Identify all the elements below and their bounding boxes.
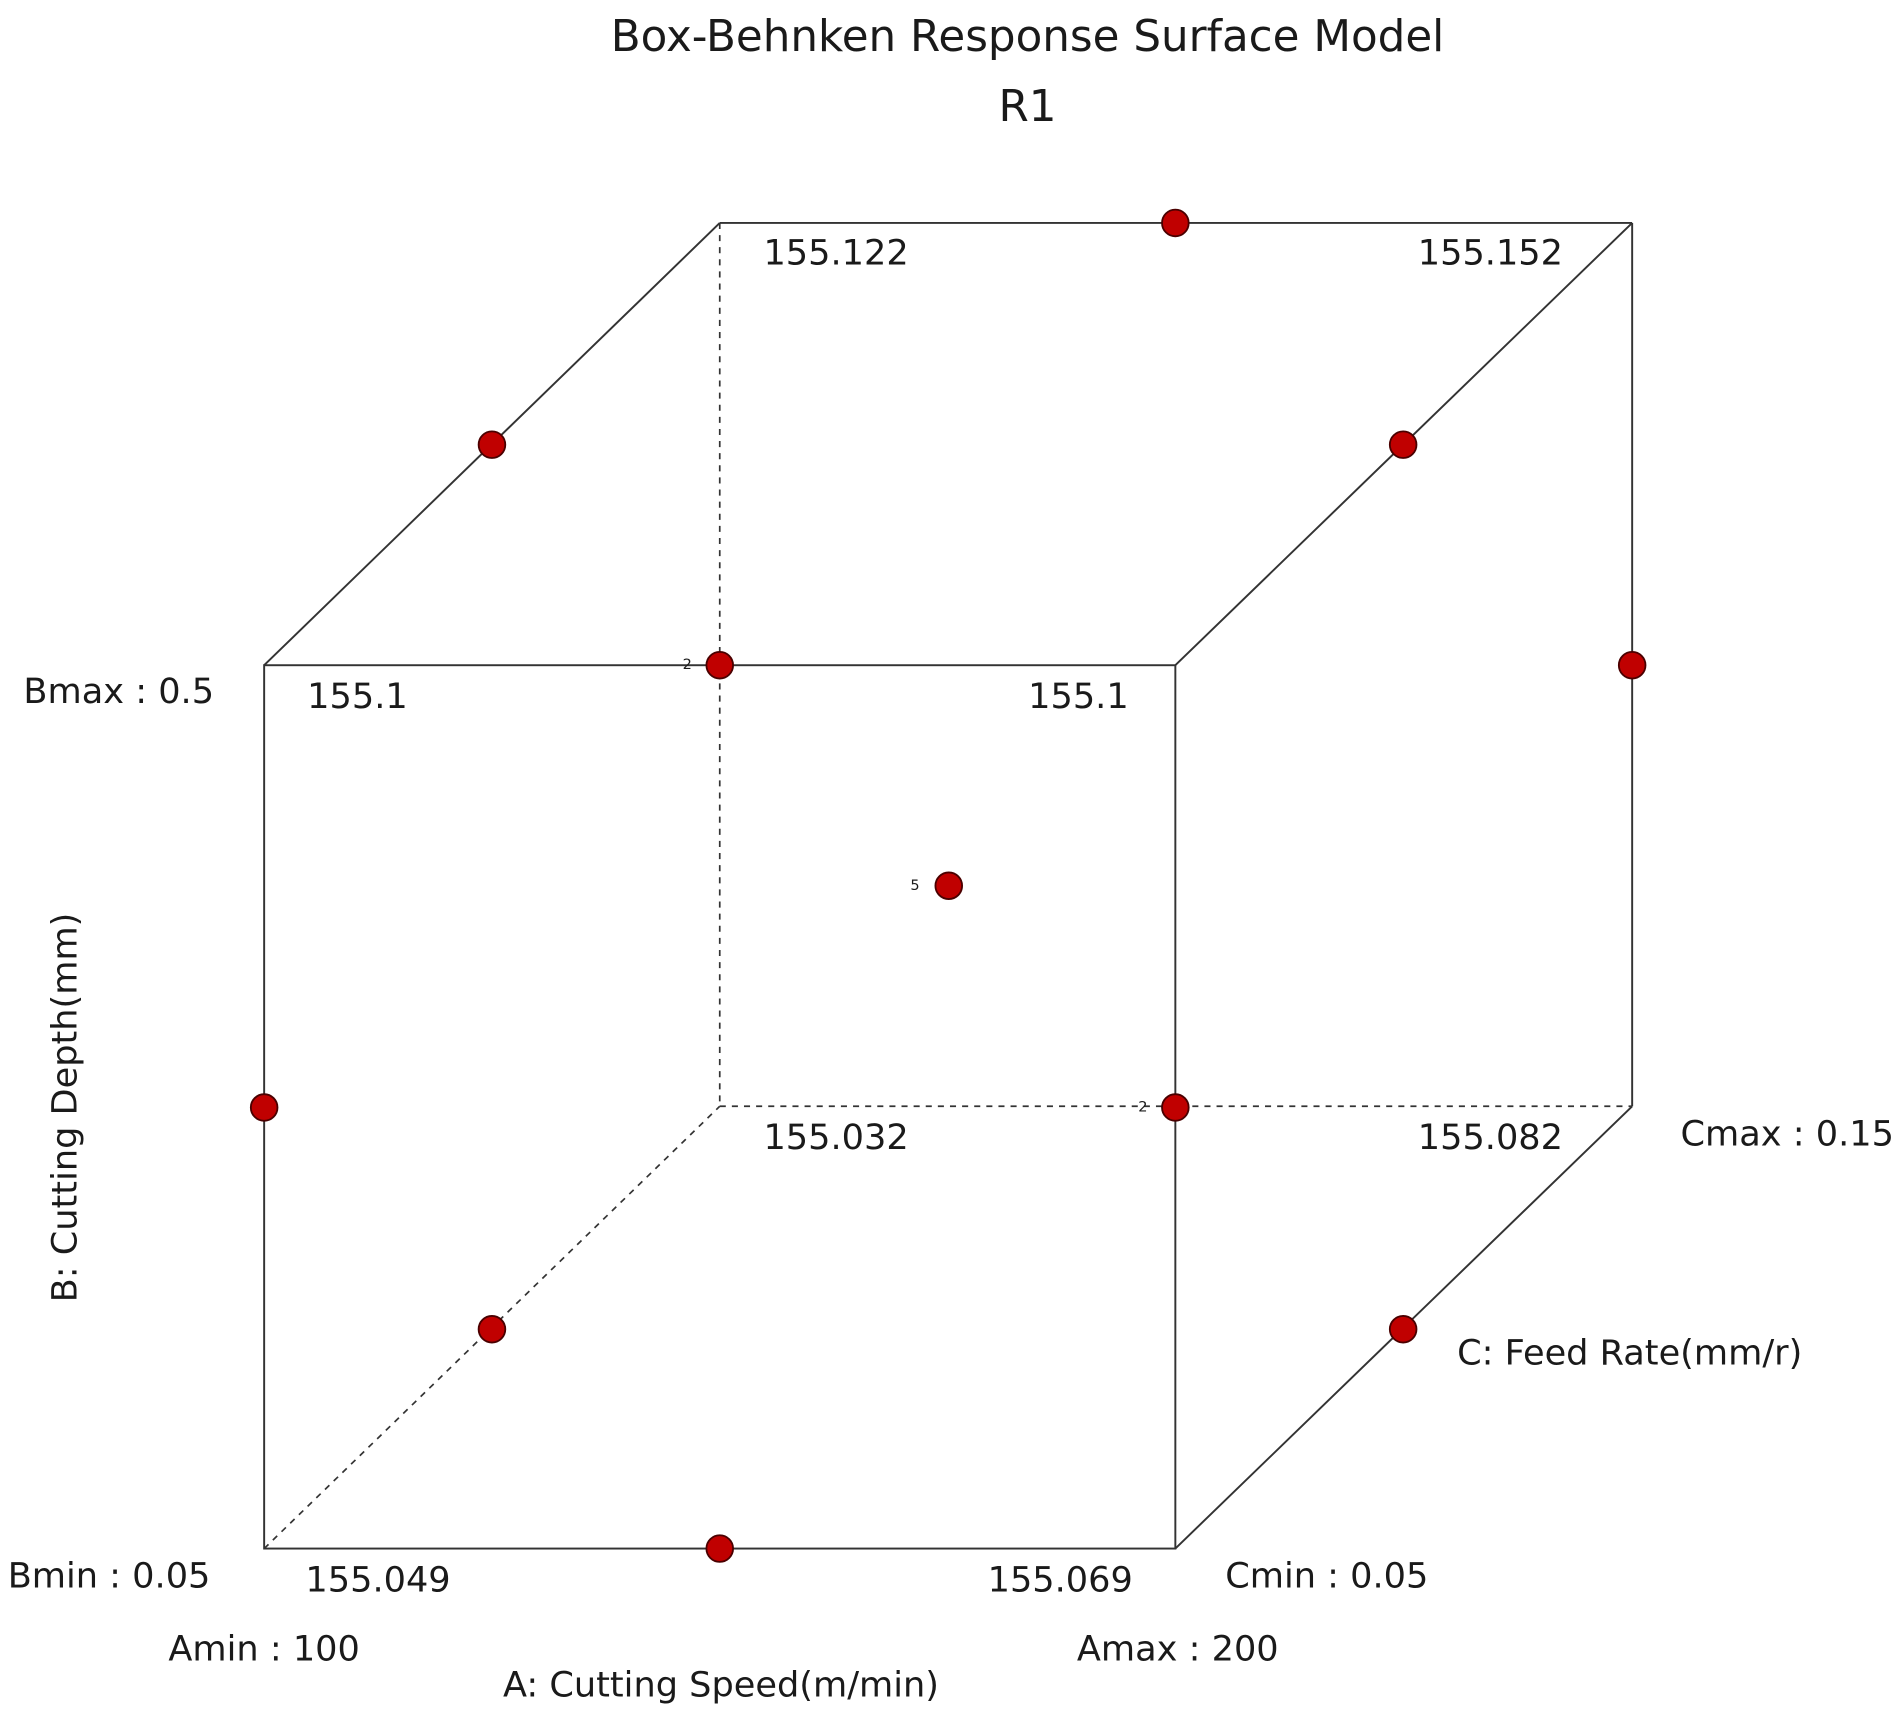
axis-max: Amax : 200 — [1077, 1628, 1279, 1669]
design-point — [477, 430, 507, 459]
corner-value: 155.122 — [763, 232, 908, 273]
design-point — [705, 650, 734, 680]
corner-value: 155.032 — [763, 1117, 908, 1158]
corner-value: 155.1 — [307, 676, 408, 717]
design-point — [1617, 650, 1647, 680]
axis-max: Bmax : 0.5 — [23, 671, 214, 712]
axis-min: Bmin : 0.05 — [8, 1556, 211, 1597]
point-count: 2 — [1138, 1099, 1147, 1115]
axis-min: Cmin : 0.05 — [1225, 1556, 1428, 1597]
design-point — [934, 871, 963, 900]
axis-min: Amin : 100 — [168, 1628, 359, 1669]
axis-label: B: Cutting Depth(mm) — [45, 913, 86, 1303]
corner-value: 155.069 — [988, 1559, 1133, 1600]
corner-value: 155.049 — [305, 1559, 450, 1600]
design-point — [1388, 1314, 1418, 1344]
corner-value: 155.1 — [1028, 676, 1129, 717]
plot-area: Box-Behnken Response Surface Model R1 2 … — [8, 12, 1894, 1706]
design-point — [1388, 430, 1418, 459]
point-count: 2 — [683, 657, 692, 673]
corner-value: 155.152 — [1418, 232, 1563, 273]
design-point — [249, 1093, 279, 1122]
design-point — [1161, 208, 1190, 238]
design-point — [705, 1534, 734, 1563]
axis-label: C: Feed Rate(mm/r) — [1457, 1333, 1802, 1374]
design-point — [477, 1314, 507, 1344]
axis-max: Cmax : 0.15 — [1681, 1113, 1894, 1154]
subtitle: R1 — [998, 82, 1056, 132]
title: Box-Behnken Response Surface Model — [611, 12, 1445, 62]
corner-value: 155.082 — [1418, 1117, 1563, 1158]
design-point — [1161, 1093, 1190, 1122]
point-count: 5 — [910, 878, 919, 894]
axis-label: A: Cutting Speed(m/min) — [503, 1665, 939, 1706]
